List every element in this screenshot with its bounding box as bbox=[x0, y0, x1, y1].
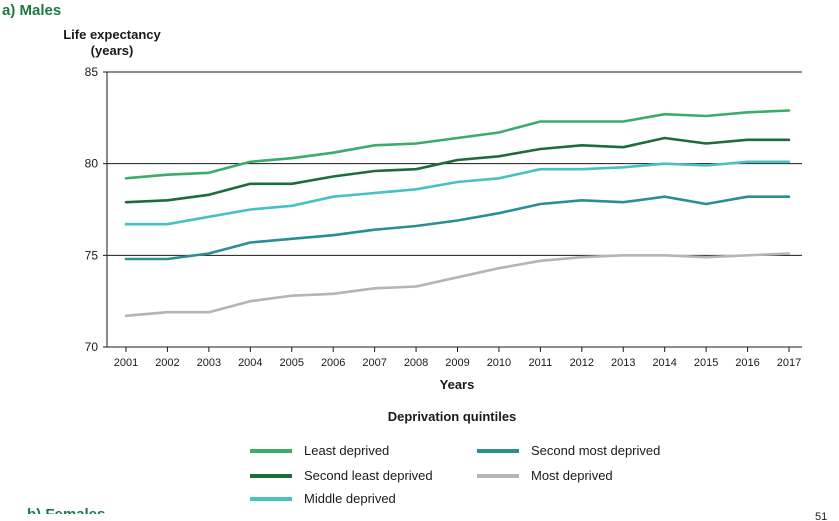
x-axis-label: Years bbox=[439, 377, 475, 392]
x-tick-label: 2010 bbox=[487, 357, 511, 369]
x-tick-label: 2007 bbox=[362, 357, 386, 369]
series-line-middle-deprived bbox=[124, 160, 791, 226]
y-tick-label: 85 bbox=[85, 65, 99, 79]
x-tick-label: 2004 bbox=[238, 357, 262, 369]
page-number: 51 bbox=[815, 511, 828, 521]
legend-label: Most deprived bbox=[531, 468, 613, 483]
legend-swatch bbox=[250, 473, 292, 478]
legend-swatch bbox=[477, 448, 519, 453]
y-tick-label: 75 bbox=[85, 248, 99, 262]
x-tick-label: 2009 bbox=[445, 357, 469, 369]
series-line-least-deprived bbox=[124, 109, 791, 180]
y-axis-label-line2: (years) bbox=[90, 43, 134, 58]
y-axis-label: Life expectancy (years) bbox=[52, 27, 172, 59]
x-tick-label: 2008 bbox=[404, 357, 428, 369]
legend-label: Second most deprived bbox=[531, 443, 661, 458]
x-tick-label: 2013 bbox=[611, 357, 635, 369]
x-tick-label: 2011 bbox=[529, 357, 553, 369]
x-tick-label: 2014 bbox=[652, 357, 676, 369]
legend-swatch bbox=[250, 496, 292, 501]
series-line-most-deprived bbox=[124, 252, 791, 318]
x-tick-label: 2001 bbox=[114, 357, 138, 369]
x-tick-label: 2017 bbox=[777, 357, 801, 369]
x-tick-label: 2006 bbox=[321, 357, 345, 369]
legend-item-most-deprived: Most deprived bbox=[477, 468, 613, 483]
x-tick-label: 2012 bbox=[570, 357, 594, 369]
next-panel-title: b) Females bbox=[27, 506, 105, 514]
x-tick-label: 2005 bbox=[280, 357, 304, 369]
series-line-second-most-deprived bbox=[124, 195, 791, 261]
legend-swatch bbox=[250, 448, 292, 453]
legend-swatch bbox=[477, 473, 519, 478]
legend-item-least-deprived: Least deprived bbox=[250, 443, 389, 458]
legend-item-middle-deprived: Middle deprived bbox=[250, 491, 396, 506]
y-tick-label: 80 bbox=[85, 157, 99, 171]
x-tick-label: 2003 bbox=[197, 357, 221, 369]
x-tick-label: 2015 bbox=[694, 357, 718, 369]
x-tick-label: 2002 bbox=[155, 357, 179, 369]
legend-item-second-least-deprived: Second least deprived bbox=[250, 468, 433, 483]
legend-label: Second least deprived bbox=[304, 468, 433, 483]
legend-title: Deprivation quintiles bbox=[387, 409, 517, 424]
legend-label: Middle deprived bbox=[304, 491, 396, 506]
y-tick-label: 70 bbox=[85, 340, 99, 354]
series-line-second-least-deprived bbox=[124, 136, 791, 204]
x-tick-label: 2016 bbox=[735, 357, 759, 369]
panel-title: a) Males bbox=[2, 2, 62, 19]
y-axis-label-line1: Life expectancy bbox=[63, 27, 161, 42]
legend-item-second-most-deprived: Second most deprived bbox=[477, 443, 660, 458]
legend-label: Least deprived bbox=[304, 443, 390, 458]
